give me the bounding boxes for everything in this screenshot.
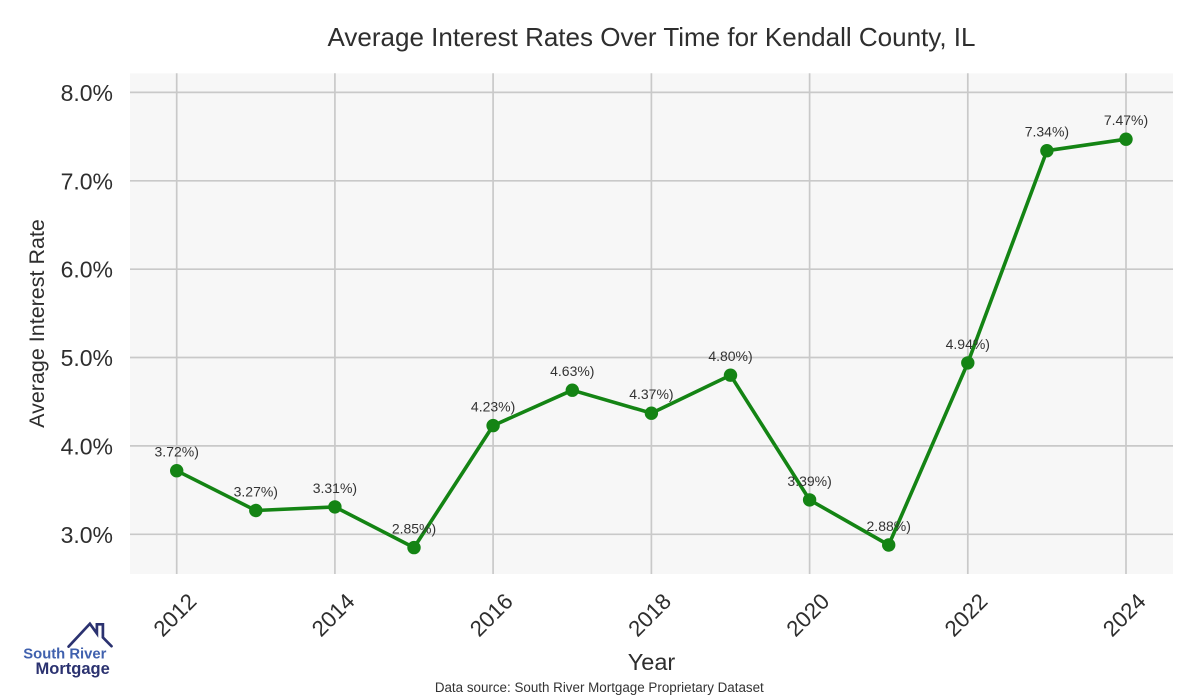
svg-text:5.0%: 5.0% [61,345,113,371]
svg-text:Year: Year [628,649,676,675]
svg-text:Mortgage: Mortgage [36,660,110,678]
svg-text:3.31%): 3.31%) [313,480,357,496]
svg-text:7.47%): 7.47%) [1104,112,1148,128]
svg-text:3.0%: 3.0% [61,522,113,548]
svg-text:7.0%: 7.0% [61,168,113,194]
svg-text:6.0%: 6.0% [61,257,113,283]
svg-text:4.0%: 4.0% [61,433,113,459]
svg-text:8.0%: 8.0% [61,80,113,106]
svg-text:Data source: South River Mortg: Data source: South River Mortgage Propri… [435,680,764,695]
svg-text:3.27%): 3.27%) [234,484,278,500]
svg-text:7.34%): 7.34%) [1025,124,1069,140]
svg-text:2.88%): 2.88%) [867,518,911,534]
svg-text:4.94%): 4.94%) [946,336,990,352]
svg-text:South River: South River [23,647,106,663]
svg-text:2.85%): 2.85%) [392,521,436,537]
svg-text:4.80%): 4.80%) [708,348,752,364]
svg-text:Average Interest Rates Over Ti: Average Interest Rates Over Time for Ken… [328,22,976,52]
svg-text:4.63%): 4.63%) [550,363,594,379]
svg-text:4.23%): 4.23%) [471,399,515,415]
svg-text:3.72%): 3.72%) [155,444,199,460]
svg-text:Average Interest Rate: Average Interest Rate [25,219,49,428]
svg-text:4.37%): 4.37%) [629,386,673,402]
svg-text:3.39%): 3.39%) [787,473,831,489]
